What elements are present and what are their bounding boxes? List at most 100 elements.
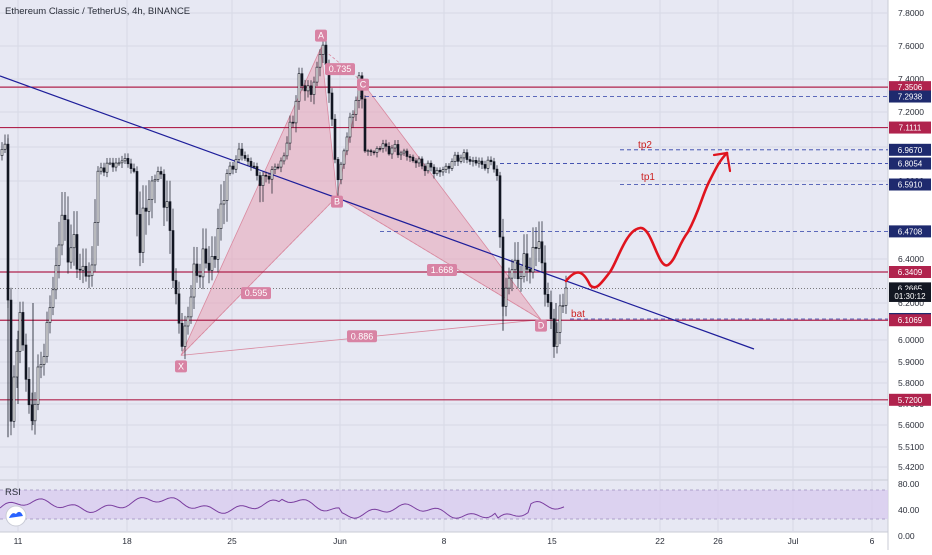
candle-body [210, 256, 214, 271]
candle-body [36, 366, 40, 405]
candle-body [333, 118, 337, 160]
price-tick-label: 7.4000 [898, 74, 924, 84]
candle-body [126, 158, 130, 165]
candle-body [495, 168, 499, 177]
harmonic-pattern [180, 46, 542, 356]
candle-body [123, 158, 127, 162]
fib-label: 1.668 [431, 265, 454, 275]
price-tick-label: 5.6000 [898, 420, 924, 430]
candle-body [78, 268, 82, 271]
price-tag-bg [889, 157, 931, 170]
candle-body [135, 171, 139, 215]
candle-body [57, 244, 61, 266]
candle-body [279, 160, 283, 168]
candle-body [21, 312, 25, 346]
candle-body [306, 85, 310, 92]
candle-body [465, 152, 469, 160]
candle-body [438, 169, 442, 173]
candle-body [264, 174, 268, 177]
price-tag-label: 7.2938 [898, 93, 923, 102]
rsi-curve [0, 496, 565, 519]
candle-body [159, 171, 163, 175]
candle-body [198, 275, 202, 278]
time-tick-label: 6 [870, 536, 875, 546]
candle-body [201, 248, 205, 278]
candle-body [552, 318, 556, 347]
fib-label-bg [241, 287, 271, 300]
candle-body [147, 199, 151, 212]
candle-body [234, 159, 238, 170]
price-tag-bg [889, 90, 931, 103]
candle-body [249, 161, 253, 167]
candle-body [504, 287, 508, 307]
candle-body [93, 222, 97, 266]
price-tag-bg [889, 289, 931, 302]
candle-body [228, 165, 232, 174]
candle-body [525, 253, 529, 270]
point-label-d-bg [535, 319, 547, 332]
time-tick-label: 22 [655, 536, 665, 546]
candle-body [177, 293, 181, 324]
candle-body [255, 166, 259, 176]
candle-body [270, 169, 274, 180]
candle-body [48, 307, 52, 323]
descending-trendline [0, 75, 755, 350]
candle-body [3, 143, 7, 150]
candle-body [186, 316, 190, 327]
price-tick-label: 7.6000 [898, 41, 924, 51]
price-tag-label: 6.2665 [898, 284, 923, 293]
candle-body [432, 166, 436, 175]
candle-body [105, 162, 109, 173]
candle-body [330, 92, 334, 120]
point-label-a-bg [315, 29, 327, 42]
candle-body [546, 294, 550, 303]
candle-body [174, 280, 178, 295]
candle-body [528, 269, 532, 273]
time-tick-label: Jun [333, 536, 347, 546]
candle-body [144, 207, 148, 212]
rsi-tick-label: 80.00 [898, 479, 920, 489]
candle-body [51, 289, 55, 308]
candle-body [348, 116, 352, 138]
projection-path [564, 151, 732, 289]
candle-body [102, 167, 106, 173]
candles [0, 39, 568, 438]
rsi-band-fill [0, 490, 888, 519]
candle-body [489, 159, 493, 162]
point-label-b-bg [331, 195, 343, 208]
candle-body [267, 175, 271, 180]
candle-body [459, 157, 463, 162]
point-label-c-bg [357, 78, 369, 91]
candle-body [192, 263, 196, 298]
candle-body [216, 228, 220, 260]
candle-body [420, 158, 424, 167]
candle-body [408, 156, 412, 158]
candle-body [411, 156, 415, 162]
time-tick-label: 8 [442, 536, 447, 546]
candle-body [426, 162, 430, 172]
candle-body [27, 379, 31, 406]
price-tag-bg [889, 121, 931, 134]
candle-body [219, 203, 223, 229]
candle-body [522, 253, 526, 277]
price-tick-label: 5.4200 [898, 462, 924, 472]
candle-body [405, 150, 409, 157]
candle-body [558, 305, 562, 333]
candle-body [402, 150, 406, 154]
candle-body [486, 159, 490, 169]
point-label-x: X [178, 361, 184, 371]
candle-body [39, 364, 43, 368]
price-tag-label: 6.1069 [898, 316, 923, 325]
price-tag-label: 7.3506 [898, 83, 923, 92]
time-tick-label: 11 [14, 536, 23, 546]
candle-body [336, 159, 340, 181]
candle-body [165, 201, 169, 208]
candle-body [390, 147, 394, 155]
candle-body [543, 262, 547, 295]
candle-body [549, 302, 553, 320]
candle-body [462, 152, 466, 159]
price-tag-label: 5.7200 [898, 396, 923, 405]
candle-body [213, 256, 217, 260]
trendline [0, 75, 755, 350]
